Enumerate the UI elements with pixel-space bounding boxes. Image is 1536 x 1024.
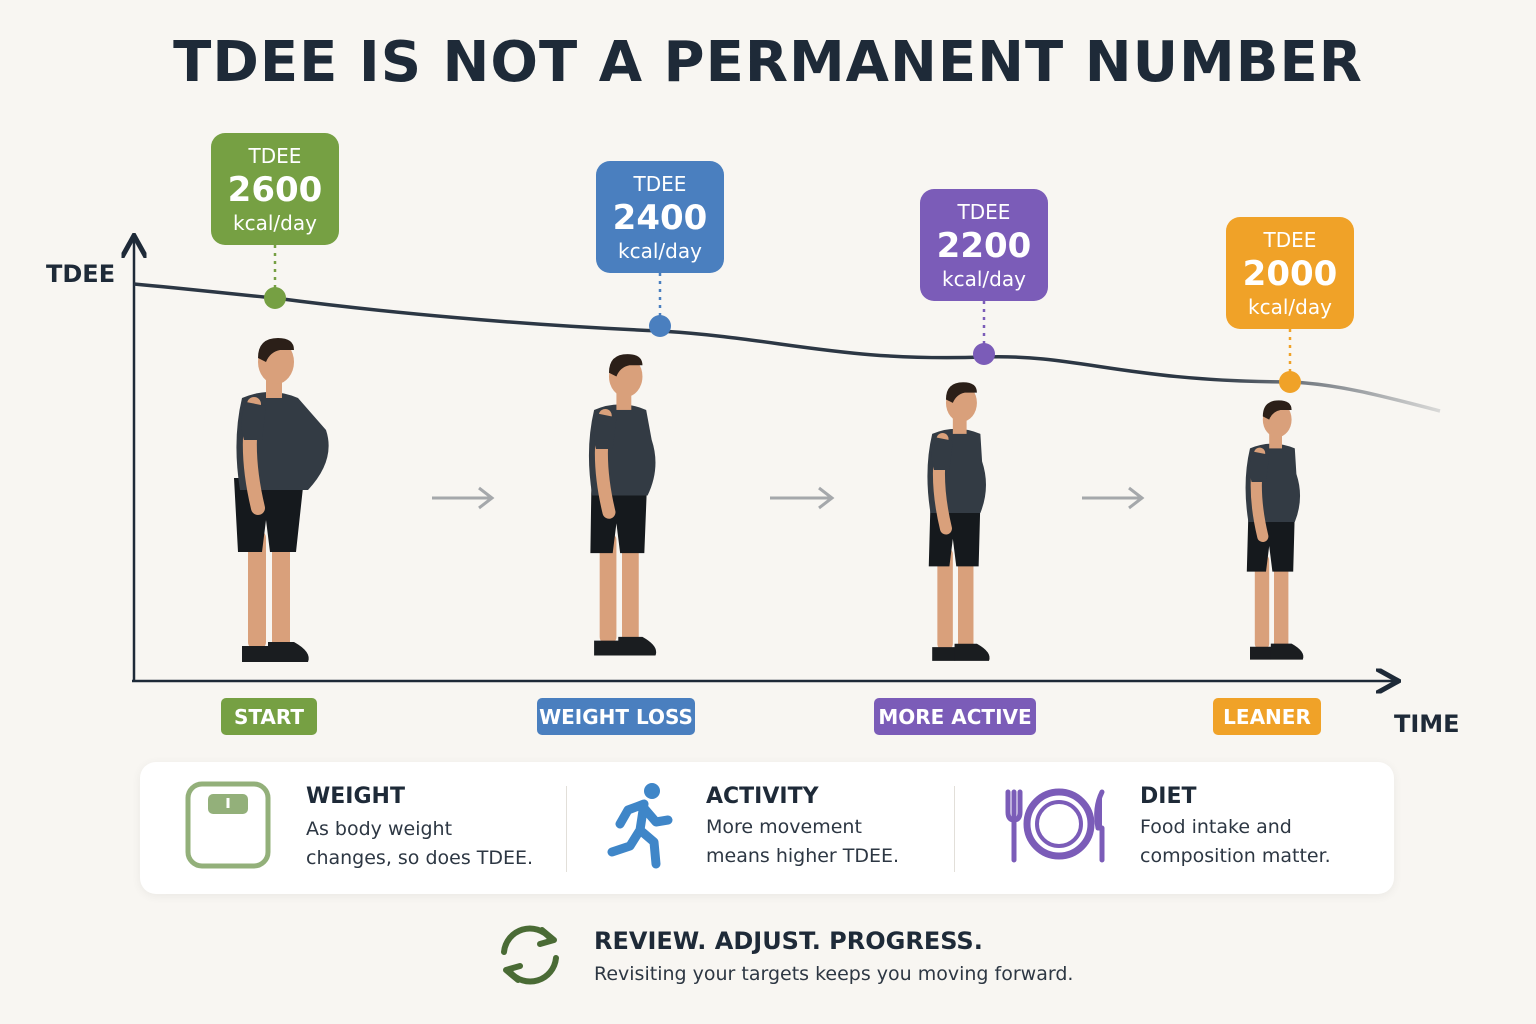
stage-label: LEANER — [1213, 698, 1321, 735]
progress-arrow — [770, 486, 835, 510]
person-figure — [234, 338, 329, 662]
page-title: TDEE IS NOT A PERMANENT NUMBER — [173, 30, 1363, 95]
factor-diet-text: Food intake and composition matter. — [1140, 816, 1331, 867]
divider — [566, 786, 567, 872]
factor-weight: WEIGHT As body weight changes, so does T… — [140, 762, 566, 894]
person-figure — [927, 382, 990, 661]
data-point — [973, 343, 995, 365]
factor-activity-text: More movement means higher TDEE. — [706, 816, 900, 867]
plate-icon — [1005, 788, 1105, 863]
tdee-badge-value: 2600 — [228, 170, 323, 210]
tdee-chart: TDEE TIME TDEE2600kcal/daySTARTTDEE2400k… — [46, 133, 1460, 738]
tdee-badge-label: TDEE — [633, 172, 687, 196]
factor-weight-title: WEIGHT — [306, 784, 405, 809]
refresh-cycle-icon — [501, 925, 559, 985]
factor-activity: ACTIVITY More movement means higher TDEE… — [566, 762, 954, 894]
stage-label: START — [221, 698, 317, 735]
stage-label: WEIGHT LOSS — [537, 698, 695, 735]
tdee-badge-value: 2000 — [1243, 254, 1338, 294]
progress-arrow — [1082, 486, 1145, 510]
footer-title: REVIEW. ADJUST. PROGRESS. — [594, 927, 983, 955]
data-point — [1279, 371, 1301, 393]
factor-diet-title: DIET — [1140, 784, 1197, 809]
factor-activity-title: ACTIVITY — [706, 784, 819, 809]
tdee-badge-value: 2200 — [937, 226, 1032, 266]
x-axis-label: TIME — [1394, 710, 1460, 738]
person-figure — [1245, 400, 1304, 660]
person-figure — [588, 354, 657, 656]
progress-arrow — [432, 486, 495, 510]
tdee-badge-label: TDEE — [957, 200, 1011, 224]
tdee-badge-label: TDEE — [1263, 228, 1317, 252]
tdee-badge-unit: kcal/day — [233, 211, 317, 235]
data-point — [264, 287, 286, 309]
stage-label-text: LEANER — [1223, 705, 1311, 729]
stage-label-text: MORE ACTIVE — [878, 705, 1031, 729]
factor-weight-text: As body weight changes, so does TDEE. — [306, 818, 534, 869]
stage-label-text: WEIGHT LOSS — [539, 705, 693, 729]
tdee-badge-value: 2400 — [613, 198, 708, 238]
divider — [954, 786, 955, 872]
data-point — [649, 315, 671, 337]
y-axis-label: TDEE — [46, 260, 115, 288]
stage-label-text: START — [234, 705, 304, 729]
footer-text: Revisiting your targets keeps you moving… — [594, 963, 1074, 985]
tdee-badge-unit: kcal/day — [1248, 295, 1332, 319]
runner-icon — [607, 783, 673, 869]
tdee-badge-unit: kcal/day — [618, 239, 702, 263]
stage-label: MORE ACTIVE — [874, 698, 1036, 735]
factors-panel: WEIGHT As body weight changes, so does T… — [140, 762, 1394, 894]
tdee-badge-label: TDEE — [248, 144, 302, 168]
factor-diet: DIET Food intake and composition matter. — [954, 762, 1394, 894]
scale-icon — [185, 781, 271, 869]
tdee-badge-unit: kcal/day — [942, 267, 1026, 291]
